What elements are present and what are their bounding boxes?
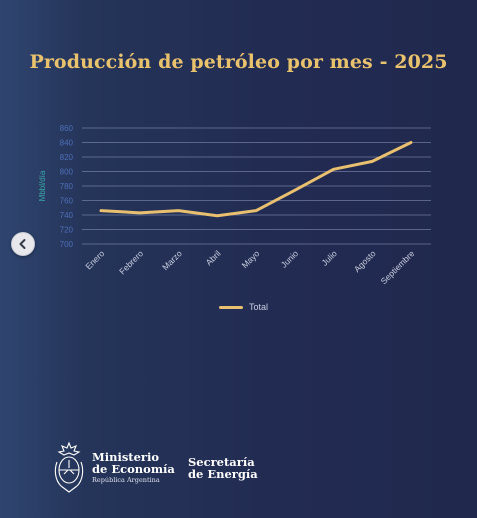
secretary-line-1: Secretaría (188, 455, 255, 469)
ministry-name: Ministerio de Economía República Argenti… (92, 451, 175, 485)
y-axis-label: Mbbl/día (38, 170, 47, 201)
x-tick-labels: Enero Febrero Marzo Abril Mayo Junio Julio Agos… (83, 248, 416, 286)
x-tick-label: Abril (204, 248, 223, 267)
y-tick-label: 840 (60, 139, 74, 148)
grid-lines (82, 127, 431, 245)
x-tick-label: Mayo (240, 248, 262, 270)
chevron-left-icon (19, 239, 26, 249)
legend-swatch-total (219, 305, 243, 309)
secretary-line-2: de Energía (188, 467, 258, 481)
chart-legend: Total (219, 302, 268, 312)
y-tick-label: 860 (60, 124, 74, 133)
y-tick-label: 700 (60, 240, 74, 249)
y-tick-label: 820 (60, 153, 74, 162)
y-tick-labels: 700 720 740 760 780 800 820 840 860 (60, 124, 74, 249)
x-tick-label: Febrero (117, 248, 145, 276)
y-tick-label: 720 (60, 226, 74, 235)
legend-label-total: Total (249, 302, 269, 312)
x-tick-label: Septiembre (379, 248, 417, 286)
previous-slide-button[interactable] (11, 232, 35, 256)
ministry-line-2: de Economía (92, 462, 175, 476)
series-lines (99, 141, 413, 218)
y-tick-label: 760 (60, 197, 74, 206)
secretary-name: Secretaría de Energía (188, 456, 258, 480)
chart-title: Producción de petróleo por mes - 2025 (29, 51, 448, 73)
x-tick-label: Julio (319, 248, 339, 268)
ministry-line-1: Ministerio (92, 450, 160, 464)
y-tick-label: 740 (60, 211, 74, 220)
x-tick-label: Marzo (160, 248, 184, 272)
footer-logo: Ministerio de Economía República Argenti… (52, 440, 175, 496)
x-tick-label: Agosto (352, 248, 378, 274)
national-seal-icon (54, 441, 84, 493)
x-tick-label: Junio (279, 248, 301, 270)
y-tick-label: 780 (60, 182, 74, 191)
ministry-subtitle: República Argentina (92, 476, 160, 484)
series-line-total (99, 141, 413, 218)
y-tick-label: 800 (60, 168, 74, 177)
x-tick-label: Enero (83, 248, 106, 271)
